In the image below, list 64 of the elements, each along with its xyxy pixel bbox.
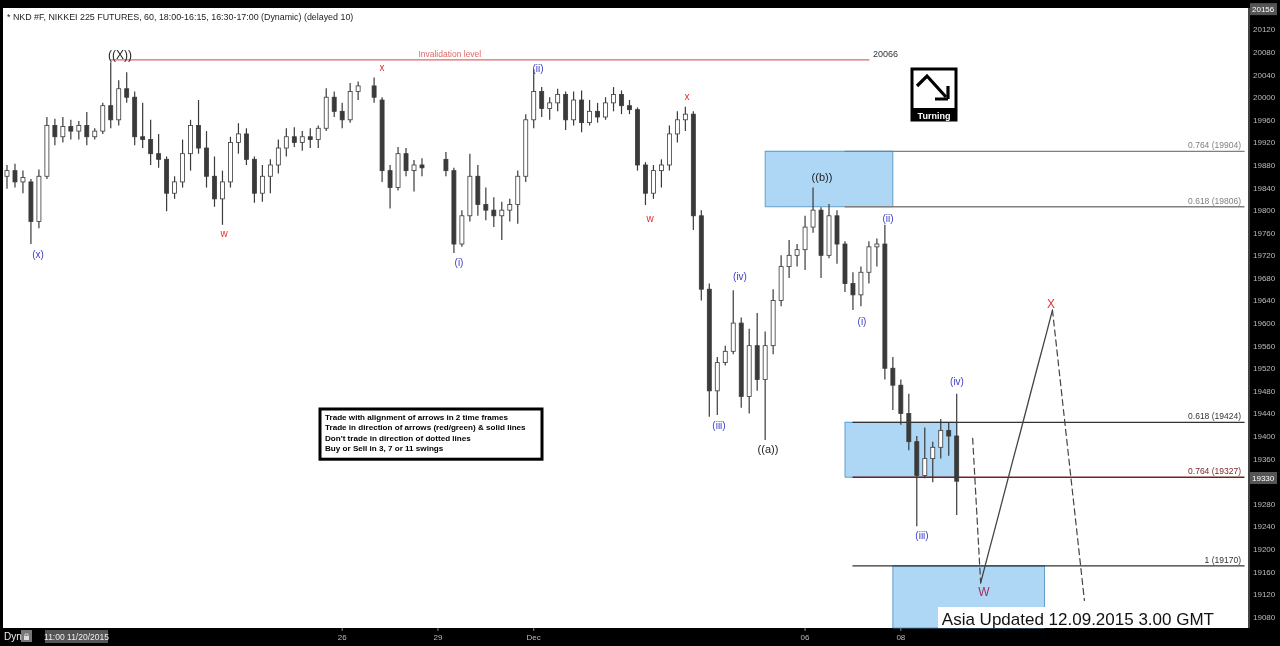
annotation: (iv) — [950, 375, 964, 387]
y-tick-label: 19800 — [1253, 206, 1276, 216]
annotation: (ii) — [532, 62, 544, 74]
annotation: X — [1046, 297, 1056, 311]
y-tick-label: 19560 — [1253, 341, 1276, 351]
y-tick-label: 19640 — [1253, 296, 1276, 306]
y-tick-label: 20120 — [1253, 25, 1276, 35]
annotation: W — [978, 585, 991, 599]
x-tick-label: 29 — [433, 633, 443, 642]
text: Dyn — [4, 631, 22, 642]
y-tick-label: 19400 — [1253, 432, 1276, 442]
x-tick-label: 26 — [337, 633, 348, 642]
annotation: (iii) — [712, 419, 726, 431]
y-tick-label: 19440 — [1253, 409, 1276, 419]
annotation: Trade with alignment of arrows in 2 time frames Trade in direction of arrows (red/green) & solid lines Don't trade in direction of dotted lines Buy or Sell in 3, 7 or 11 swings — [325, 413, 527, 453]
y-tick-label: 19120 — [1253, 590, 1276, 600]
annotation: x — [684, 90, 690, 102]
annotation: ((b)) — [811, 171, 833, 183]
annotation: (i) — [857, 315, 867, 327]
annotation: (ii) — [882, 212, 894, 224]
text: 11:00 11/20/2015 — [44, 632, 110, 642]
y-tick-label: 19360 — [1253, 454, 1276, 464]
text: * NKD #F, NIKKEI 225 FUTURES, 60, 18:00-16:15, 16:30-17:00 (Dynamic) (delayed 10) — [7, 12, 354, 22]
series-label: 0.618 (19806) — [1188, 195, 1242, 206]
annotation: ((X)) — [108, 48, 132, 62]
y-tick-label: 19960 — [1253, 115, 1276, 125]
y-tick-label: 19600 — [1253, 319, 1276, 329]
annotation: x — [379, 61, 385, 73]
series-label: 0.618 (19424) — [1188, 411, 1242, 422]
annotation: (iii) — [915, 529, 929, 541]
annotation: w — [645, 212, 655, 224]
series-label: Invalidation level — [418, 48, 482, 59]
y-tick-label: 19680 — [1253, 273, 1276, 283]
annotation: Asia Updated 12.09.2015 3.00 GMT — [941, 610, 1214, 629]
y-tick-label: 19920 — [1253, 138, 1276, 148]
x-tick-label: 06 — [800, 633, 811, 642]
y-tick-label: 19160 — [1253, 567, 1276, 577]
y-tick-label: 19480 — [1253, 386, 1276, 396]
annotation: Turning — [917, 110, 951, 121]
y-tick-label: 19200 — [1253, 544, 1276, 554]
series-label: 1 (19170) — [1204, 554, 1242, 565]
x-tick-label: 08 — [896, 633, 906, 642]
y-tick-label: 19760 — [1253, 228, 1276, 238]
series-label: 0.764 (19327) — [1188, 466, 1242, 477]
x-tick-label: Dec — [526, 633, 541, 642]
text: 19330 — [1252, 474, 1275, 483]
annotation: w — [219, 227, 229, 239]
annotation: (i) — [454, 256, 464, 268]
annotation: 20156 — [1252, 5, 1275, 15]
series-label: 0.764 (19904) — [1188, 140, 1242, 151]
data-label: 20066 — [872, 48, 898, 59]
annotation: (x) — [32, 248, 44, 260]
y-tick-label: 19880 — [1253, 160, 1276, 170]
annotation: ((a)) — [757, 443, 779, 455]
y-tick-label: 20080 — [1253, 48, 1276, 58]
y-tick-label: 19080 — [1253, 612, 1276, 622]
annotation: (iv) — [733, 270, 747, 282]
y-tick-label: 20040 — [1253, 70, 1276, 80]
y-tick-label: 19840 — [1253, 183, 1276, 193]
y-tick-label: 19520 — [1253, 364, 1276, 374]
y-tick-label: 19720 — [1253, 251, 1276, 261]
y-tick-label: 19240 — [1253, 522, 1276, 532]
y-tick-label: 19280 — [1253, 499, 1276, 509]
y-tick-label: 20000 — [1253, 93, 1276, 103]
